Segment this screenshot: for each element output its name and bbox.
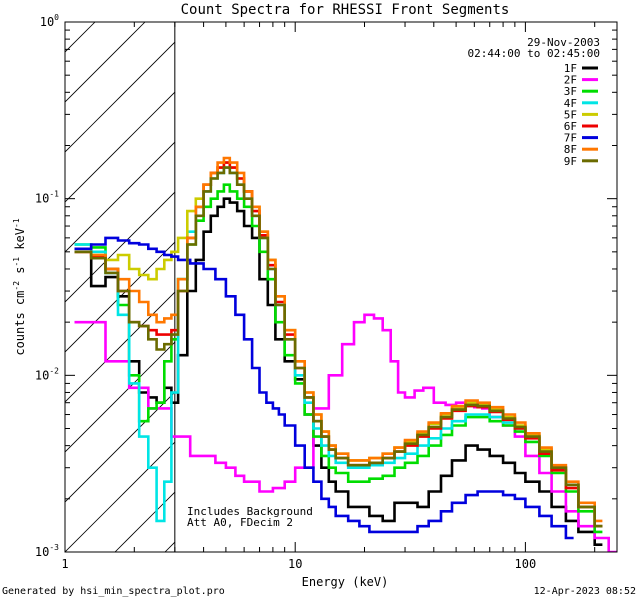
legend-label-5F: 5F	[564, 108, 577, 121]
legend-label-4F: 4F	[564, 97, 577, 110]
series-9F-line	[74, 166, 603, 528]
legend-label-8F: 8F	[564, 143, 577, 156]
series-7F-line	[74, 236, 574, 540]
series-2F-line	[74, 313, 617, 552]
hatch-stroke	[65, 441, 175, 552]
hatch-stroke	[65, 391, 175, 503]
hatch-stroke	[65, 291, 175, 403]
hatch-stroke	[65, 22, 146, 103]
hatch-stroke	[65, 191, 175, 303]
y-tick-label: 10-1	[35, 190, 59, 206]
footer-generated-by: Generated by hsi_min_spectra_plot.pro	[2, 586, 225, 597]
x-tick-label: 10	[288, 557, 302, 571]
series-6F-line	[74, 161, 603, 528]
legend-label-1F: 1F	[564, 62, 577, 75]
hatch-stroke	[65, 41, 175, 153]
series-3F-line	[74, 183, 603, 534]
legend-label-6F: 6F	[564, 120, 577, 133]
series-1F-line	[74, 197, 603, 546]
legend-label-7F: 7F	[564, 132, 577, 145]
hatch-stroke	[65, 141, 175, 253]
annotation-attenuator: Att A0, FDecim 2	[187, 516, 293, 529]
plot-frame	[64, 21, 618, 553]
series-5F-line	[74, 161, 603, 528]
x-tick-label: 1	[61, 557, 68, 571]
hatched-region	[0, 0, 175, 552]
y-tick-label: 10-2	[35, 366, 59, 382]
footer-timestamp: 12-Apr-2023 08:52	[534, 586, 636, 597]
legend-label-9F: 9F	[564, 155, 577, 168]
annotation-background: Includes Background	[187, 505, 313, 518]
x-tick-label: 100	[515, 557, 537, 571]
series-4F-line	[74, 166, 603, 528]
chart-title: Count Spectra for RHESSI Front Segments	[181, 2, 510, 18]
y-axis-label: counts cm-2 s-1 keV-1	[12, 218, 27, 355]
y-tick-label: 100	[40, 13, 59, 29]
legend-label-3F: 3F	[564, 85, 577, 98]
y-tick-label: 10-3	[35, 543, 59, 559]
hatch-stroke	[0, 0, 65, 552]
observation-time-range: 02:44:00 to 02:45:00	[468, 47, 600, 60]
observation-date: 29-Nov-2003	[527, 36, 600, 49]
x-axis-label: Energy (keV)	[302, 575, 389, 589]
legend-label-2F: 2F	[564, 74, 577, 87]
